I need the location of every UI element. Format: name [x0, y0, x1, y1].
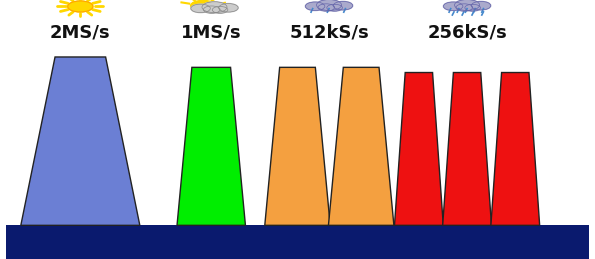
Circle shape: [305, 2, 325, 11]
Circle shape: [471, 1, 491, 10]
Circle shape: [455, 0, 480, 11]
Circle shape: [465, 4, 480, 11]
Text: 2MS/s: 2MS/s: [50, 23, 111, 41]
Circle shape: [327, 4, 342, 11]
Text: 256kS/s: 256kS/s: [427, 23, 507, 41]
Polygon shape: [328, 67, 394, 225]
Polygon shape: [265, 67, 330, 225]
Text: 1MS/s: 1MS/s: [181, 23, 242, 41]
Circle shape: [68, 1, 93, 12]
Circle shape: [202, 2, 227, 13]
Circle shape: [212, 6, 228, 13]
Circle shape: [443, 2, 463, 11]
Circle shape: [191, 4, 210, 13]
Polygon shape: [443, 73, 491, 225]
Polygon shape: [177, 67, 246, 225]
Bar: [6, 225, 589, 259]
Circle shape: [456, 4, 472, 11]
Polygon shape: [491, 73, 540, 225]
Circle shape: [333, 1, 353, 10]
Circle shape: [219, 4, 238, 12]
Text: 512kS/s: 512kS/s: [289, 23, 369, 41]
Circle shape: [318, 4, 334, 11]
Circle shape: [203, 6, 220, 13]
Circle shape: [317, 0, 342, 11]
Polygon shape: [394, 73, 443, 225]
Polygon shape: [21, 57, 140, 225]
Circle shape: [190, 0, 215, 11]
